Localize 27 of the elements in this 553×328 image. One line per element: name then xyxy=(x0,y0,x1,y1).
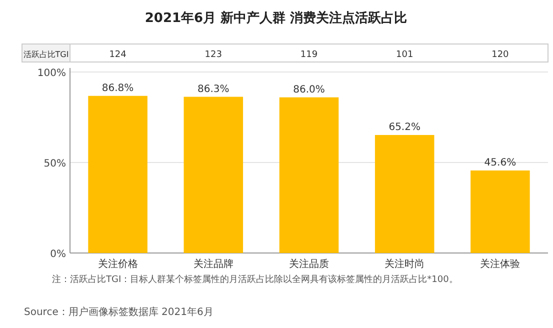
x-tick-label: 关注品质 xyxy=(289,258,329,270)
data-label: 86.8% xyxy=(102,82,134,94)
text: 101 xyxy=(396,50,414,60)
bar xyxy=(279,97,339,253)
data-label: 86.0% xyxy=(293,84,325,96)
x-tick-label: 关注价格 xyxy=(98,258,138,270)
bar xyxy=(184,96,244,253)
data-label: 86.3% xyxy=(198,84,230,95)
x-tick-label: 关注时尚 xyxy=(384,258,425,270)
bar xyxy=(88,96,148,253)
data-label: 65.2% xyxy=(388,122,420,133)
text: 124 xyxy=(109,50,127,60)
data-label: 45.6% xyxy=(484,157,516,168)
text: 活跃占比TGI xyxy=(23,50,69,59)
text: 注：活跃占比TGI：目标人群某个标签属性的月活跃占比除以全网具有该标签属性的月活跃占比*100。 xyxy=(52,274,458,285)
x-tick-label: 关注品牌 xyxy=(193,258,234,270)
text: 120 xyxy=(492,50,510,60)
bar xyxy=(470,170,530,253)
y-tick-label: 50% xyxy=(44,158,66,170)
source-note: Source：用户画像标签数据库 2021年6月 xyxy=(24,306,214,318)
chart-title: 2021年6月 新中产人群 消费关注点活跃占比 xyxy=(144,10,408,26)
x-tick-label: 关注体验 xyxy=(480,258,520,270)
text: 123 xyxy=(204,50,222,60)
text: 119 xyxy=(300,50,318,60)
bar xyxy=(374,134,434,253)
y-tick-label: 100% xyxy=(37,68,66,79)
y-tick-label: 0% xyxy=(50,249,66,260)
